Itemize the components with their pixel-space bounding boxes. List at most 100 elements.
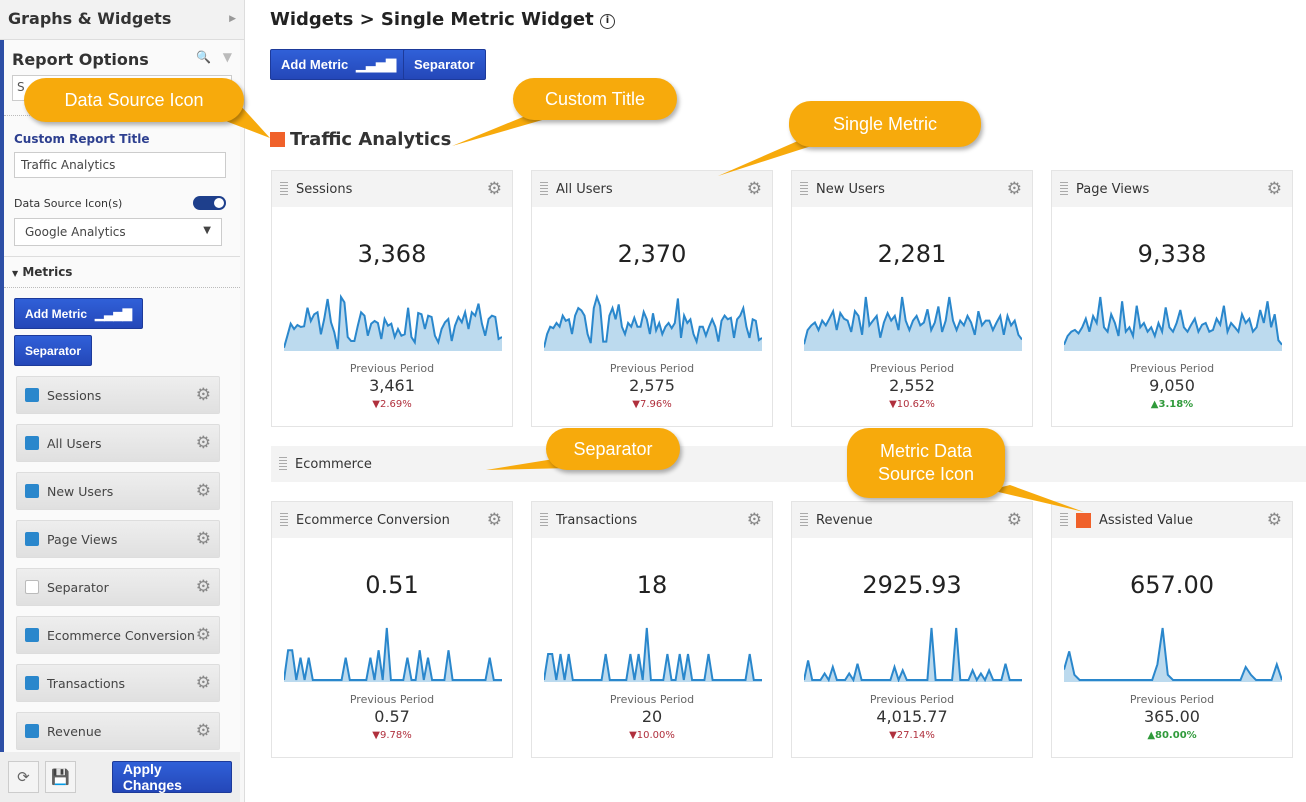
metric-checkbox[interactable] [25, 628, 39, 642]
metric-item[interactable]: All Users ⚙ [16, 424, 220, 462]
drag-handle-icon[interactable] [800, 182, 808, 196]
widget-title: Ecommerce Conversion [296, 512, 450, 528]
metrics-section-toggle[interactable]: ▼ Metrics [4, 256, 240, 288]
separator-button[interactable]: Separator [14, 335, 93, 366]
gear-icon[interactable]: ⚙ [1266, 179, 1282, 199]
sparkline-line [544, 293, 762, 348]
sparkline-line [804, 296, 1022, 345]
metric-checkbox[interactable] [25, 532, 39, 546]
metric-item-label: New Users [47, 483, 114, 499]
metric-checkbox[interactable] [25, 580, 39, 594]
callout-single-metric: Single Metric [789, 101, 981, 147]
gear-icon[interactable]: ⚙ [746, 510, 762, 530]
drag-handle-icon[interactable] [540, 513, 548, 527]
data-source-select-value: Google Analytics [25, 225, 126, 239]
add-metric-button-top[interactable]: Add Metric ▁▃▅▇ [270, 49, 408, 80]
sparkline-line [284, 627, 502, 681]
gear-icon[interactable]: ⚙ [195, 433, 211, 453]
metric-item[interactable]: Separator ⚙ [16, 568, 220, 606]
callout-tail [210, 105, 1084, 512]
sparkline-area [544, 297, 762, 351]
sparkline [284, 293, 502, 351]
metric-checkbox[interactable] [25, 724, 39, 738]
metric-item-label: All Users [47, 435, 102, 451]
sidebar: Graphs & Widgets ▶ Report Options 🔍 ▼ S Cu… [0, 0, 245, 802]
widget-title: All Users [556, 181, 613, 197]
drag-handle-icon[interactable] [1060, 513, 1068, 527]
custom-title-label: Custom Report Title [14, 132, 150, 146]
metric-item[interactable]: Sessions ⚙ [16, 376, 220, 414]
main-content: Widgets > Single Metric Widget i Add Met… [270, 0, 1306, 802]
sparkline [804, 296, 1022, 351]
graphs-widgets-header[interactable]: Graphs & Widgets ▶ [0, 0, 244, 40]
gear-icon[interactable]: ⚙ [1266, 510, 1282, 530]
metrics-header: Metrics [22, 265, 73, 279]
callout-custom-title: Custom Title [513, 78, 677, 120]
previous-value: 3,461 [369, 376, 415, 395]
sidebar-footer: ⟳ 💾 Apply Changes [0, 752, 240, 802]
sparkline [544, 627, 762, 682]
search-icon[interactable]: 🔍 [196, 50, 212, 64]
custom-title-input[interactable]: Traffic Analytics [14, 152, 226, 178]
gear-icon[interactable]: ⚙ [195, 721, 211, 741]
sparkline-line [1064, 627, 1282, 681]
chevron-down-icon[interactable]: ▼ [222, 50, 232, 64]
refresh-icon: ⟳ [17, 768, 30, 786]
separator-button-top[interactable]: Separator [403, 49, 486, 80]
gear-icon[interactable]: ⚙ [1006, 510, 1022, 530]
gear-icon[interactable]: ⚙ [195, 529, 211, 549]
drag-handle-icon[interactable] [800, 513, 808, 527]
metric-item[interactable]: New Users ⚙ [16, 472, 220, 510]
metric-item[interactable]: Page Views ⚙ [16, 520, 220, 558]
separator-widget[interactable]: Ecommerce [271, 446, 1306, 482]
gear-icon[interactable]: ⚙ [746, 179, 762, 199]
metric-item-label: Sessions [47, 387, 102, 403]
metric-checkbox[interactable] [25, 484, 39, 498]
gear-icon[interactable]: ⚙ [195, 481, 211, 501]
gear-icon[interactable]: ⚙ [195, 625, 211, 645]
data-source-select[interactable]: Google Analytics ▼ [14, 218, 222, 246]
sparkline [1064, 296, 1282, 351]
metric-checkbox[interactable] [25, 388, 39, 402]
metric-checkbox[interactable] [25, 436, 39, 450]
widget-title: Revenue [816, 512, 873, 528]
metric-value: 657.00 [1130, 571, 1214, 599]
sparkline [1064, 627, 1282, 682]
callout-separator: Separator [546, 428, 680, 470]
apply-changes-button[interactable]: Apply Changes [111, 761, 232, 793]
gear-icon[interactable]: ⚙ [1006, 179, 1022, 199]
gear-icon[interactable]: ⚙ [195, 385, 211, 405]
metric-widget: Ecommerce Conversion ⚙ 0.51 Previous Peri… [271, 501, 513, 758]
data-source-icon-label: Data Source Icon(s) [14, 196, 123, 210]
report-title-text: Traffic Analytics [290, 129, 452, 150]
previous-period-label: Previous Period [1129, 362, 1215, 375]
sparkline-area [804, 628, 1022, 682]
metric-item-label: Ecommerce Conversion [47, 627, 195, 643]
previous-period-label: Previous Period [1129, 693, 1215, 706]
metric-widget: Transactions ⚙ 18 Previous Period 20 ▼10.… [531, 501, 773, 758]
gear-icon[interactable]: ⚙ [486, 510, 502, 530]
change-percent: ▲80.00% [1052, 730, 1292, 741]
data-source-icon-toggle[interactable] [193, 196, 226, 210]
widget-title: Page Views [1076, 181, 1150, 197]
info-icon[interactable]: i [600, 14, 616, 29]
save-button[interactable]: 💾 [44, 761, 76, 793]
drag-handle-icon[interactable] [1060, 182, 1068, 196]
gear-icon[interactable]: ⚙ [486, 179, 502, 199]
metric-item[interactable]: Transactions ⚙ [16, 664, 220, 702]
triangle-down-icon: ▼ [632, 399, 640, 410]
drag-handle-icon[interactable] [280, 182, 288, 196]
sparkline [804, 627, 1022, 682]
metric-checkbox[interactable] [25, 676, 39, 690]
metric-item[interactable]: Ecommerce Conversion ⚙ [16, 616, 220, 654]
drag-handle-icon[interactable] [279, 457, 287, 471]
refresh-button[interactable]: ⟳ [8, 761, 39, 793]
metric-item[interactable]: Revenue ⚙ [16, 712, 220, 750]
drag-handle-icon[interactable] [280, 513, 288, 527]
add-metric-label: Add Metric [281, 57, 349, 72]
gear-icon[interactable]: ⚙ [195, 673, 211, 693]
metric-widget: New Users ⚙ 2,281 Previous Period 2,552 ▼… [791, 170, 1033, 427]
gear-icon[interactable]: ⚙ [195, 577, 211, 597]
add-metric-button[interactable]: Add Metric ▁▃▅▇ [14, 298, 143, 329]
drag-handle-icon[interactable] [540, 182, 548, 196]
